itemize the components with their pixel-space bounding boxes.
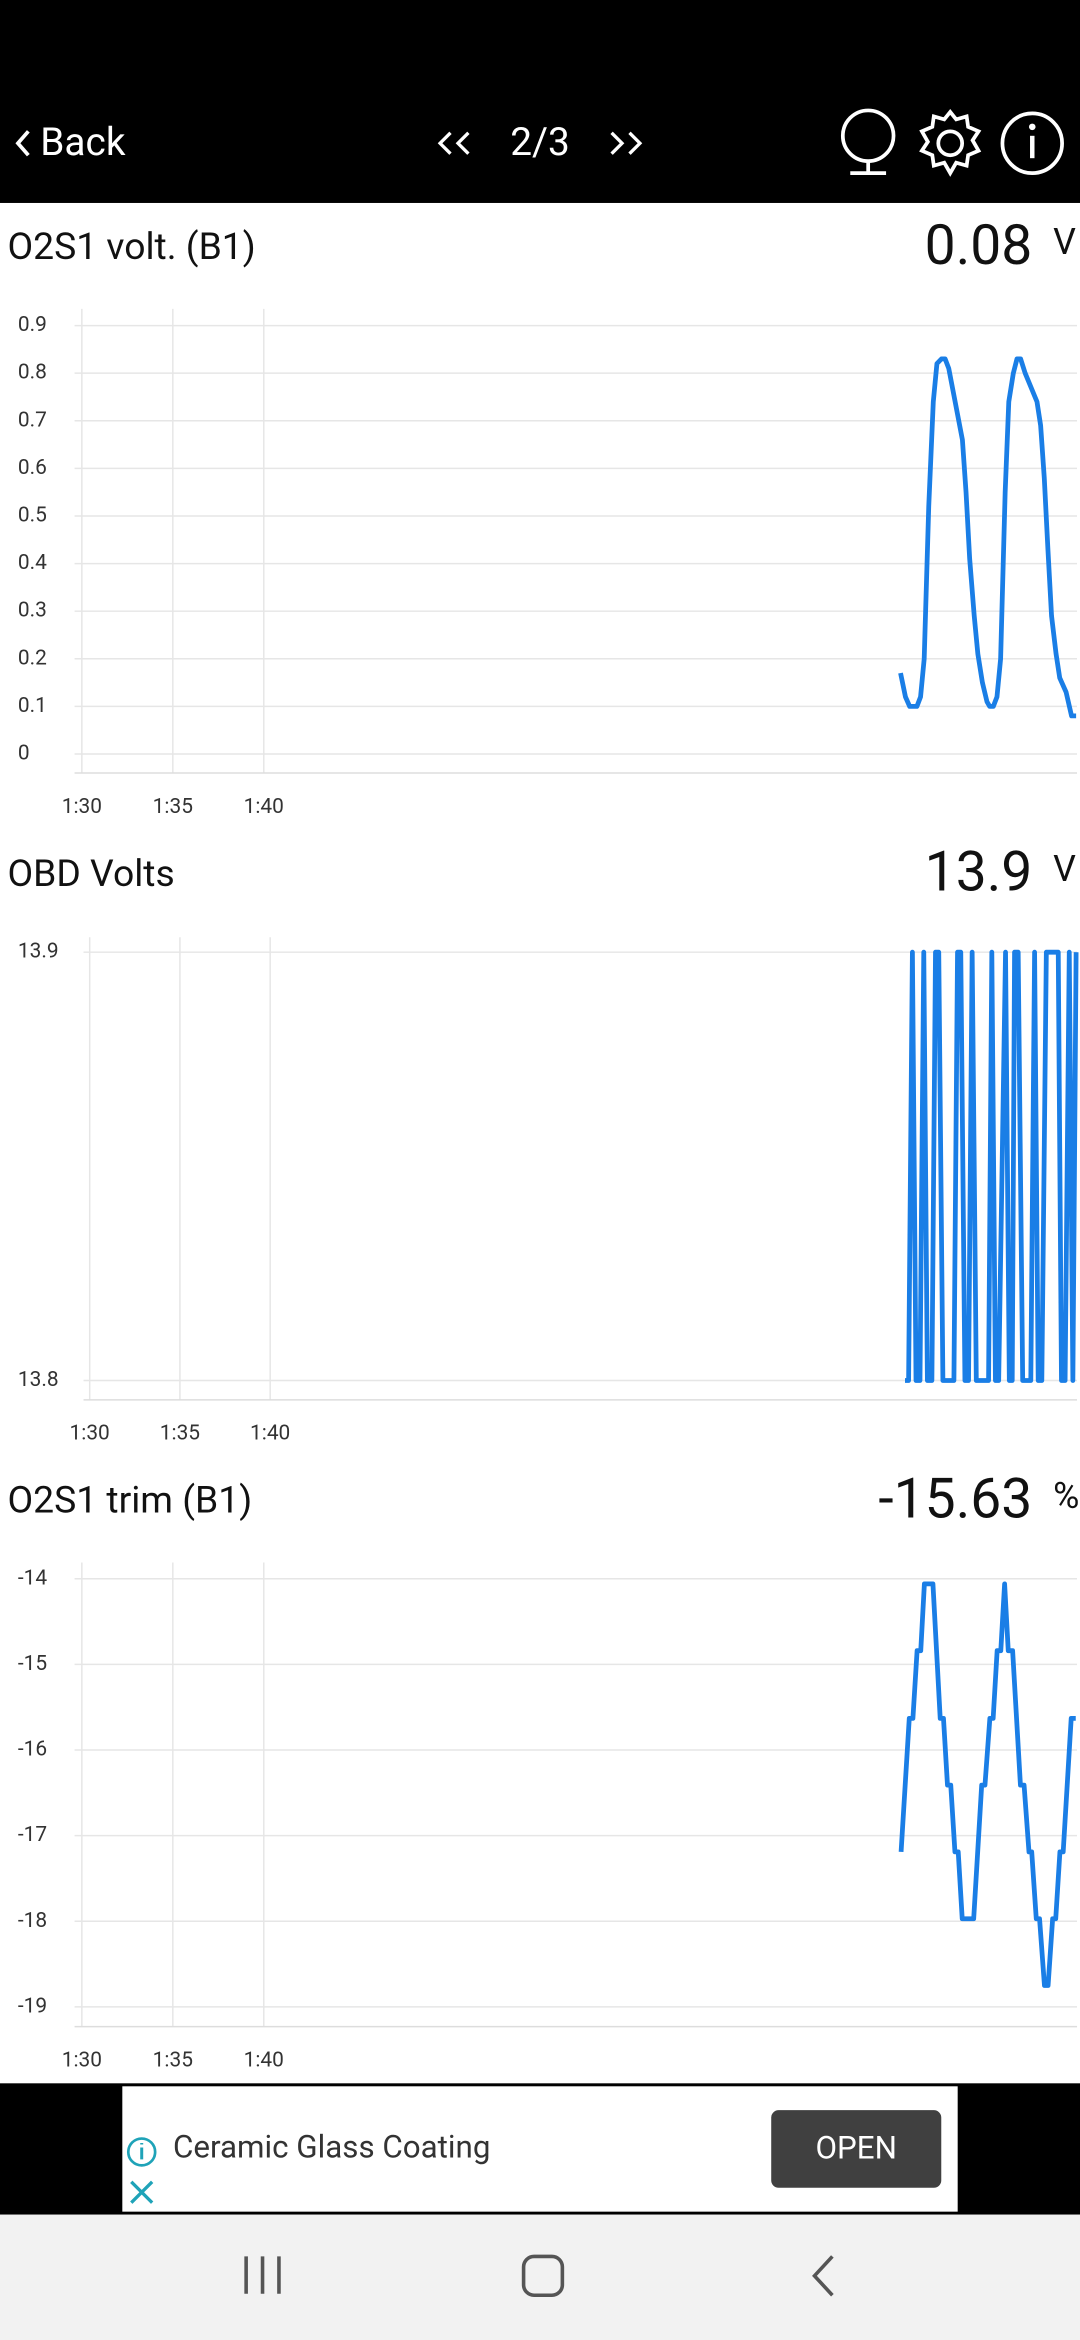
chart-title: OBD Volts [7,852,174,896]
y-tick-label: 0.7 [18,408,47,432]
next-page[interactable] [610,131,643,155]
current-value: 0.08 [925,214,1033,278]
prev-page[interactable] [437,131,470,155]
value-unit: % [1053,1475,1079,1517]
current-value: -15.63 [878,1467,1032,1531]
ad-text: Ceramic Glass Coating [173,2128,490,2165]
info-bar [1030,135,1035,159]
prev-icon [437,131,470,155]
y-tick-label: -14 [18,1566,47,1590]
settings-hub [936,129,965,158]
y-tick-label: -16 [18,1738,47,1762]
ad-close-icon[interactable] [130,2180,154,2204]
back-button[interactable]: Back [15,120,126,165]
data-line [898,356,1077,719]
settings-gear [919,108,982,177]
info-button[interactable] [1000,111,1064,175]
recents-button[interactable] [244,2256,281,2294]
settings-button[interactable] [919,108,982,177]
x-tick-label: 1:40 [250,1422,290,1446]
home-button[interactable] [521,2254,565,2298]
y-tick-label: -18 [18,1909,47,1933]
ad-open-label: OPEN [816,2130,897,2167]
y-tick-label: 13.9 [18,940,59,964]
back-label: Back [40,120,126,165]
y-tick-label: -17 [18,1823,47,1847]
chart-title: O2S1 trim (B1) [7,1479,252,1523]
record-icon [840,108,896,164]
x-tick-label: 1:40 [244,795,284,819]
x-tick-label: 1:35 [160,1422,200,1446]
y-tick-label: 0 [18,742,30,766]
record-button[interactable] [840,108,896,175]
y-tick-label: -19 [18,1994,47,2018]
value-unit: V [1053,848,1076,890]
chart-title: O2S1 volt. (B1) [7,225,255,269]
y-tick-label: 0.8 [18,361,47,385]
data-line [898,1581,1076,1988]
y-tick-label: 13.8 [18,1368,59,1392]
info-ring [1000,111,1064,175]
page-indicator: 2/3 [510,120,570,165]
current-value: 13.9 [925,841,1033,905]
y-tick-label: 0.2 [18,646,47,670]
y-tick-label: 0.3 [18,599,47,623]
y-tick-label: -15 [18,1652,47,1676]
data-line [904,949,1079,1383]
info-dot [1028,123,1036,131]
ad-info-icon[interactable] [126,2137,157,2167]
y-tick-label: 0.9 [18,313,47,337]
x-tick-label: 1:35 [153,795,193,819]
charts: O2S1 volt. (B1) 0.08 V 0 0.1 0.2 0.3 0.4 0.5 0.6 0… [7,214,1079,2073]
x-tick-label: 1:30 [62,2048,102,2072]
y-tick-label: 0.5 [18,503,47,527]
ad-open-button[interactable] [771,2110,942,2188]
y-tick-label: 0.4 [18,551,47,575]
record-stand [850,161,887,175]
back-chevron [15,130,30,157]
y-tick-label: 0.6 [18,456,47,480]
y-tick-label: 0.1 [18,694,47,718]
nav-bar [0,2214,1080,2340]
x-tick-label: 1:40 [244,2048,284,2072]
value-unit: V [1053,221,1076,263]
x-tick-label: 1:35 [153,2048,193,2072]
next-icon [610,131,643,155]
x-tick-label: 1:30 [70,1422,110,1446]
x-tick-label: 1:30 [62,795,102,819]
system-back-button[interactable] [812,2255,834,2297]
app-bar [0,0,1080,203]
